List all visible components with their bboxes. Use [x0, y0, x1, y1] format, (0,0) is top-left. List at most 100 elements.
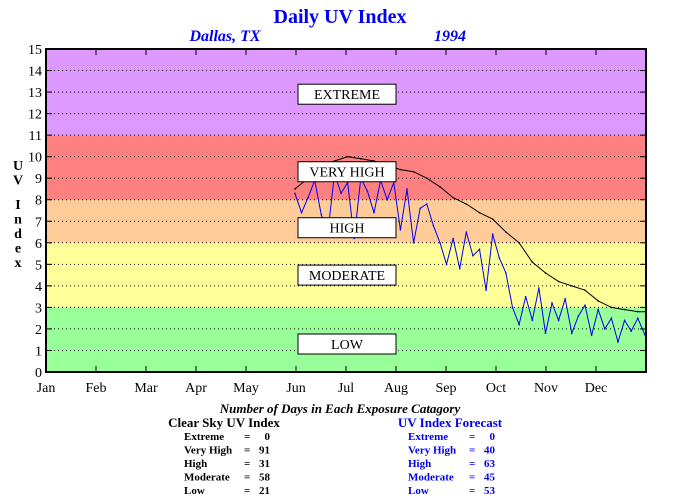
- y-tick-label: 14: [28, 65, 42, 80]
- forecast-point: [557, 319, 560, 322]
- grid-lines: [46, 70, 646, 351]
- y-axis-label-letter: V: [13, 174, 23, 189]
- x-axis: Jan Feb Mar Apr May Jun Jul Aug Sep Oct Nov Dec: [37, 49, 607, 396]
- band-label-box: [297, 161, 397, 183]
- year-label: 1994: [434, 28, 466, 45]
- forecast-point: [294, 192, 296, 195]
- forecast-point: [307, 196, 309, 199]
- x-tick-label: May: [233, 381, 259, 396]
- clear-sky-point: [399, 168, 402, 171]
- forecast-point: [551, 302, 553, 304]
- forecast-row-label: Extreme: [408, 431, 448, 443]
- clear-sky-point: [597, 300, 599, 302]
- forecast-point: [472, 254, 474, 257]
- forecast-point: [412, 242, 415, 244]
- clear-sky-point: [294, 188, 296, 190]
- band-label-extreme: EXTREME: [297, 83, 397, 105]
- clear-sky-point: [452, 196, 454, 199]
- location-label: Dallas, TX: [188, 28, 260, 45]
- x-tick-label: Jan: [37, 381, 56, 396]
- band-label-text: HIGH: [330, 222, 365, 237]
- y-tick-label: 0: [35, 366, 42, 381]
- clear-sky-point: [544, 272, 547, 274]
- y-tick-label: 6: [35, 237, 42, 252]
- forecast-point: [452, 237, 454, 240]
- clear-sky-point: [491, 218, 494, 220]
- clear-sky-line: [294, 156, 646, 313]
- x-tick-label: Apr: [185, 381, 207, 396]
- forecast-point: [320, 214, 323, 216]
- exposure-band-labels: LOW MODERATE HIGH VERY HIGH EXTREME: [297, 83, 397, 355]
- forecast-point: [577, 315, 580, 317]
- forecast-point: [590, 334, 593, 337]
- forecast-point: [636, 317, 639, 319]
- clear-sky-point: [478, 211, 481, 214]
- clear-sky-row-equals: =: [244, 431, 250, 443]
- forecast-row-value: 63: [484, 458, 496, 470]
- forecast-point: [505, 272, 507, 274]
- forecast-point: [439, 242, 441, 244]
- clear-sky-counts: Clear Sky UV Index Extreme = 0 Very High = 91…: [168, 415, 280, 497]
- clear-sky-row-equals: =: [244, 472, 250, 484]
- clear-sky-point: [584, 289, 586, 291]
- y-tick-label: 3: [35, 301, 42, 316]
- y-tick-label: 13: [28, 86, 42, 101]
- forecast-row-equals: =: [469, 458, 475, 470]
- y-axis-label-letter: x: [15, 256, 22, 271]
- y-tick-label: 12: [28, 108, 42, 123]
- clear-sky-row-equals: =: [244, 485, 250, 497]
- y-axis-label-letter: e: [15, 242, 21, 257]
- x-tick-label: Mar: [134, 381, 158, 396]
- band-label-text: MODERATE: [309, 269, 385, 284]
- band-label-box: [297, 264, 397, 286]
- clear-sky-point: [531, 261, 534, 263]
- clear-sky-row-value: 58: [259, 472, 271, 484]
- forecast-point: [531, 319, 534, 322]
- clear-sky-counts-title: Clear Sky UV Index: [168, 415, 280, 430]
- forecast-row-value: 0: [490, 431, 496, 443]
- clear-sky-row-label: Low: [184, 485, 205, 497]
- forecast-row-equals: =: [469, 485, 475, 497]
- clear-sky-point: [425, 177, 428, 179]
- y-tick-label: 1: [35, 344, 42, 359]
- clear-sky-row-equals: =: [244, 445, 250, 457]
- forecast-point: [597, 308, 599, 311]
- band-label-box: [297, 217, 397, 239]
- forecast-point: [478, 248, 481, 251]
- y-axis-label-letter: d: [14, 227, 22, 242]
- forecast-row-label: High: [408, 458, 431, 470]
- x-tick-label: Oct: [486, 381, 506, 396]
- forecast-point: [538, 287, 540, 289]
- forecast-point: [584, 304, 586, 307]
- y-axis-label-letter: U: [13, 159, 23, 174]
- forecast-point: [386, 198, 389, 201]
- clear-sky-row-label: High: [184, 458, 207, 470]
- forecast-row-label: Low: [408, 485, 429, 497]
- forecast-row-equals: =: [469, 431, 475, 443]
- y-tick-label: 15: [28, 43, 42, 58]
- forecast-point: [366, 190, 369, 192]
- clear-sky-point: [636, 310, 639, 313]
- band-label-text: LOW: [331, 338, 364, 353]
- forecast-point: [571, 332, 573, 335]
- clear-sky-row-value: 0: [265, 431, 271, 443]
- forecast-point: [511, 306, 514, 309]
- x-tick-label: Nov: [534, 381, 558, 396]
- y-tick-label: 2: [35, 323, 42, 338]
- forecast-point: [340, 192, 342, 195]
- forecast-point: [300, 211, 303, 214]
- band-label-moderate: MODERATE: [297, 264, 397, 286]
- forecast-point: [458, 267, 461, 270]
- clear-sky-point: [610, 306, 613, 309]
- x-tick-label: Jun: [286, 381, 305, 396]
- forecast-row-equals: =: [469, 445, 475, 457]
- band-label-low: LOW: [297, 333, 397, 355]
- y-tick-label: 5: [35, 258, 42, 273]
- y-tick-label: 11: [29, 129, 42, 144]
- x-tick-label: Feb: [86, 381, 107, 396]
- forecast-row-equals: =: [469, 472, 475, 484]
- y-tick-label: 4: [35, 280, 42, 295]
- counts-title: Number of Days in Each Exposure Catagory: [219, 401, 461, 416]
- clear-sky-point: [439, 186, 441, 188]
